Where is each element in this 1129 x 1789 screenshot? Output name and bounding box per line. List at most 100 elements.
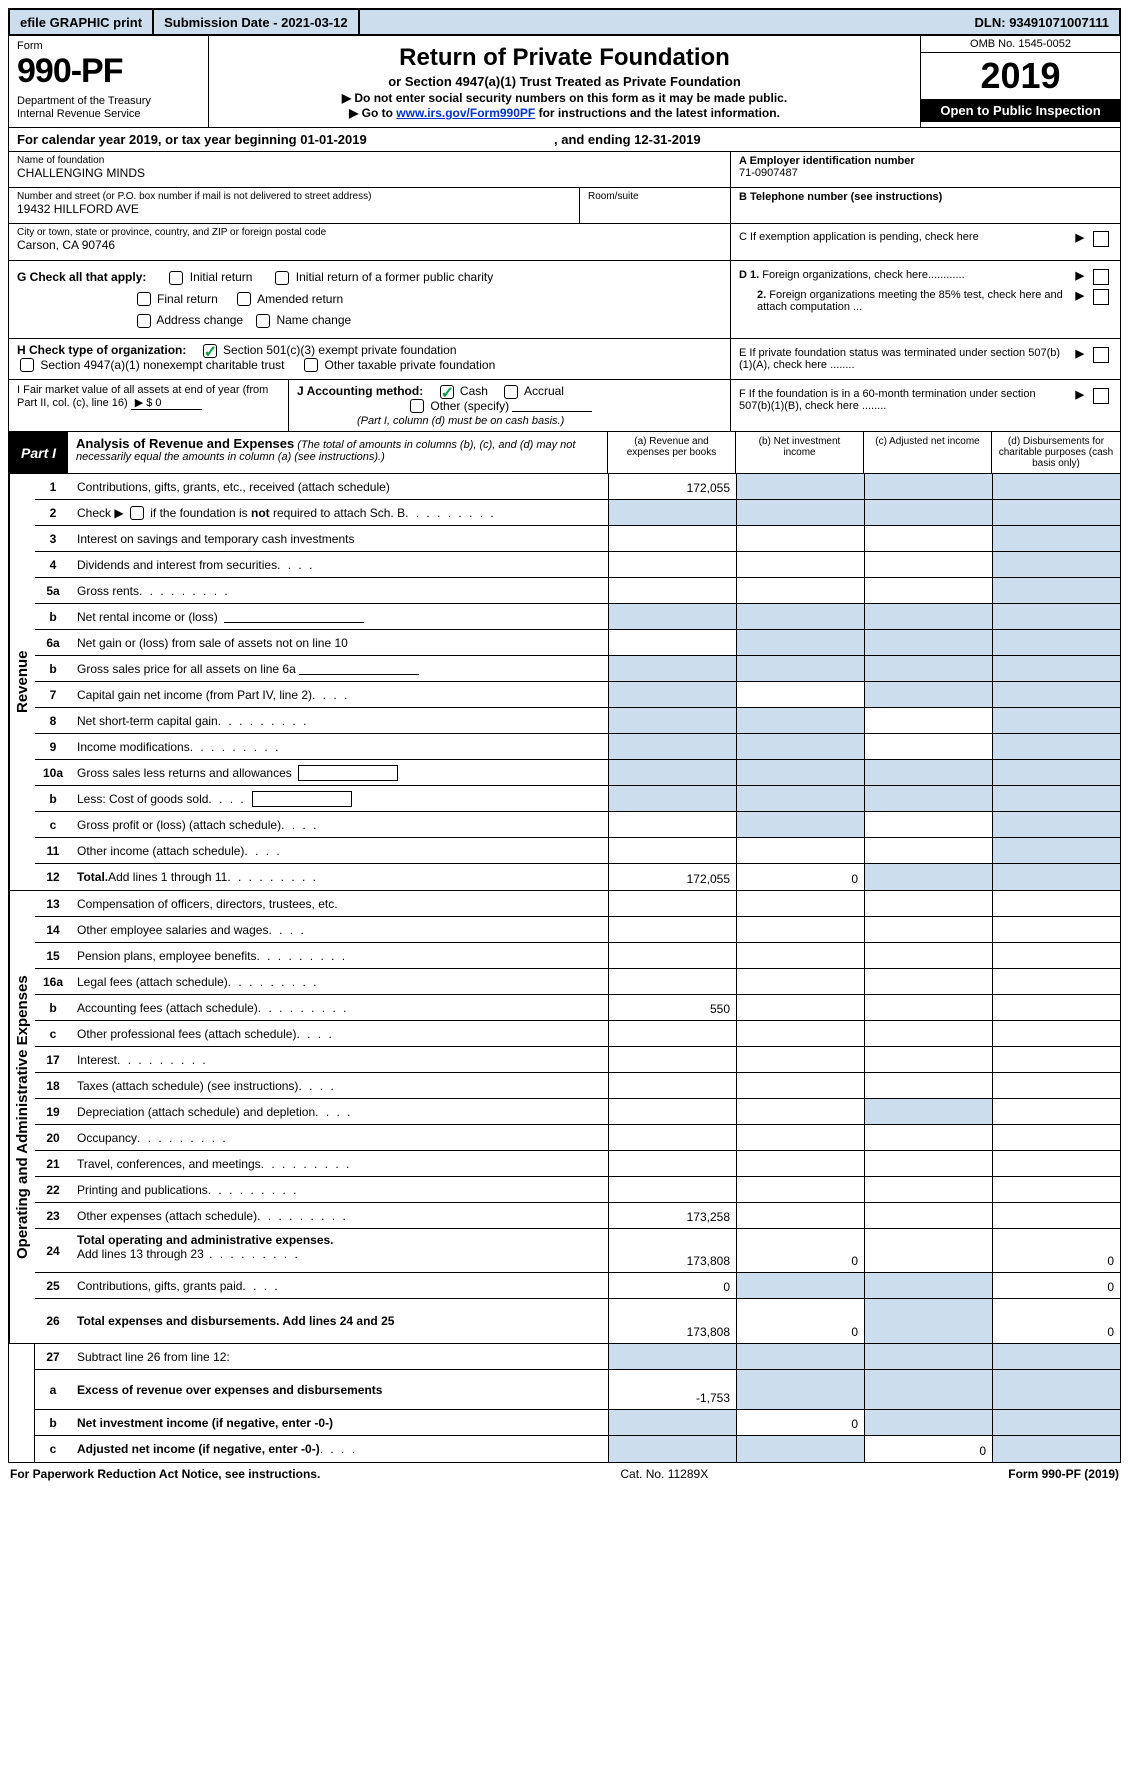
- omb-number: OMB No. 1545-0052: [921, 36, 1120, 53]
- calendar-year-row: For calendar year 2019, or tax year begi…: [8, 128, 1121, 152]
- part1-header: Part I Analysis of Revenue and Expenses …: [8, 432, 1121, 474]
- entity-right: A Employer identification number 71-0907…: [730, 152, 1120, 260]
- line10a-desc: Gross sales less returns and allowances: [71, 760, 608, 785]
- foundation-name: CHALLENGING MINDS: [17, 166, 722, 180]
- line16c-desc: Other professional fees (attach schedule…: [71, 1021, 608, 1046]
- line11-desc: Other income (attach schedule): [71, 838, 608, 863]
- revenue-vlabel: Revenue: [9, 474, 35, 890]
- h-o3: Other taxable private foundation: [325, 358, 496, 372]
- line1-desc: Contributions, gifts, grants, etc., rece…: [71, 474, 608, 499]
- line22-desc: Printing and publications: [71, 1177, 608, 1202]
- j-accrual-checkbox[interactable]: [504, 385, 518, 399]
- form-title: Return of Private Foundation: [219, 44, 910, 72]
- open-inspection: Open to Public Inspection: [921, 99, 1120, 122]
- line17-desc: Interest: [71, 1047, 608, 1072]
- part1-tag: Part I: [9, 432, 68, 473]
- line25-a: 0: [608, 1273, 736, 1298]
- department: Department of the Treasury Internal Reve…: [17, 95, 200, 121]
- footer: For Paperwork Reduction Act Notice, see …: [8, 1463, 1121, 1485]
- ein-label: A Employer identification number: [739, 155, 1112, 167]
- j-accrual: Accrual: [524, 384, 564, 398]
- ij-row: I Fair market value of all assets at end…: [8, 380, 1121, 433]
- line16b-desc: Accounting fees (attach schedule): [71, 995, 608, 1020]
- g-initial-former-checkbox[interactable]: [275, 271, 289, 285]
- d2-checkbox[interactable]: [1093, 289, 1109, 305]
- form-header: Form 990-PF Department of the Treasury I…: [8, 36, 1121, 128]
- f-label: F If the foundation is in a 60-month ter…: [739, 388, 1070, 412]
- g-address-checkbox[interactable]: [137, 314, 151, 328]
- h-4947-checkbox[interactable]: [20, 358, 34, 372]
- line27-desc: Subtract line 26 from line 12:: [71, 1344, 608, 1369]
- part1-desc: Analysis of Revenue and Expenses (The to…: [68, 432, 608, 473]
- ein-value: 71-0907487: [739, 167, 1112, 179]
- j-other-checkbox[interactable]: [410, 399, 424, 413]
- h-other-checkbox[interactable]: [304, 358, 318, 372]
- g-name-checkbox[interactable]: [256, 314, 270, 328]
- arrow-icon: ▶: [1076, 231, 1084, 244]
- h-o2: Section 4947(a)(1) nonexempt charitable …: [40, 358, 284, 372]
- city-row: City or town, state or province, country…: [9, 224, 730, 260]
- g-amended-checkbox[interactable]: [237, 292, 251, 306]
- tax-year: 2019: [921, 53, 1120, 99]
- efile-btn[interactable]: efile GRAPHIC print: [10, 10, 154, 34]
- col-b-hdr: (b) Net investment income: [736, 432, 864, 473]
- line19-desc: Depreciation (attach schedule) and deple…: [71, 1099, 608, 1124]
- line16a-desc: Legal fees (attach schedule): [71, 969, 608, 994]
- line21-desc: Travel, conferences, and meetings: [71, 1151, 608, 1176]
- c-label: C If exemption application is pending, c…: [739, 231, 1070, 243]
- line6b-desc: Gross sales price for all assets on line…: [71, 656, 608, 681]
- tel-label: B Telephone number (see instructions): [739, 191, 1112, 203]
- entity-left: Name of foundation CHALLENGING MINDS Num…: [9, 152, 730, 260]
- line9-desc: Income modifications: [71, 734, 608, 759]
- irs-link[interactable]: www.irs.gov/Form990PF: [396, 106, 535, 120]
- c-checkbox[interactable]: [1093, 231, 1109, 247]
- j-cash-checkbox[interactable]: [440, 385, 454, 399]
- col-d-hdr: (d) Disbursements for charitable purpose…: [992, 432, 1120, 473]
- g-initial-checkbox[interactable]: [169, 271, 183, 285]
- j-note: (Part I, column (d) must be on cash basi…: [297, 415, 564, 427]
- line5a-desc: Gross rents: [71, 578, 608, 603]
- expenses-table: Operating and Administrative Expenses 13…: [8, 891, 1121, 1344]
- ein-row: A Employer identification number 71-0907…: [731, 152, 1120, 188]
- line6a-desc: Net gain or (loss) from sale of assets n…: [71, 630, 608, 655]
- line27-table: 27Subtract line 26 from line 12: aExcess…: [8, 1344, 1121, 1463]
- street-address: 19432 HILLFORD AVE: [17, 202, 571, 216]
- line16b-a: 550: [608, 995, 736, 1020]
- h-501c3-checkbox[interactable]: [203, 344, 217, 358]
- line27b-desc: Net investment income (if negative, ente…: [71, 1410, 608, 1435]
- line27c-c: 0: [864, 1436, 992, 1462]
- line24-a: 173,808: [608, 1229, 736, 1272]
- f-checkbox[interactable]: [1093, 388, 1109, 404]
- header-right: OMB No. 1545-0052 2019 Open to Public In…: [920, 36, 1120, 127]
- line27a-a: -1,753: [608, 1370, 736, 1409]
- calyear-begin: For calendar year 2019, or tax year begi…: [17, 132, 367, 147]
- g-o2: Initial return of a former public charit…: [296, 270, 493, 284]
- line25-desc: Contributions, gifts, grants paid: [71, 1273, 608, 1298]
- addr-label: Number and street (or P.O. box number if…: [17, 191, 571, 202]
- city-label: City or town, state or province, country…: [17, 227, 722, 238]
- footer-mid: Cat. No. 11289X: [620, 1467, 708, 1481]
- col-a-hdr: (a) Revenue and expenses per books: [608, 432, 736, 473]
- line3-desc: Interest on savings and temporary cash i…: [71, 526, 608, 551]
- g-label: G Check all that apply:: [17, 270, 146, 284]
- dln: DLN: 93491071007111: [965, 10, 1119, 34]
- line2-checkbox[interactable]: [130, 506, 144, 520]
- g-o6: Name change: [276, 313, 351, 327]
- line26-b: 0: [736, 1299, 864, 1343]
- line10c-desc: Gross profit or (loss) (attach schedule): [71, 812, 608, 837]
- header-center: Return of Private Foundation or Section …: [209, 36, 920, 127]
- address-row: Number and street (or P.O. box number if…: [9, 188, 730, 224]
- revenue-table: Revenue 1Contributions, gifts, grants, e…: [8, 474, 1121, 891]
- header-left: Form 990-PF Department of the Treasury I…: [9, 36, 209, 127]
- j-cash: Cash: [460, 384, 488, 398]
- line12-a: 172,055: [608, 864, 736, 890]
- line27a-desc: Excess of revenue over expenses and disb…: [71, 1370, 608, 1409]
- line27c-desc: Adjusted net income (if negative, enter …: [71, 1436, 608, 1462]
- e-checkbox[interactable]: [1093, 347, 1109, 363]
- line12-desc: Total. Add lines 1 through 11: [71, 864, 608, 890]
- line23-desc: Other expenses (attach schedule): [71, 1203, 608, 1228]
- line4-desc: Dividends and interest from securities: [71, 552, 608, 577]
- d1-checkbox[interactable]: [1093, 269, 1109, 285]
- g-final-checkbox[interactable]: [137, 292, 151, 306]
- h-o1: Section 501(c)(3) exempt private foundat…: [223, 343, 456, 357]
